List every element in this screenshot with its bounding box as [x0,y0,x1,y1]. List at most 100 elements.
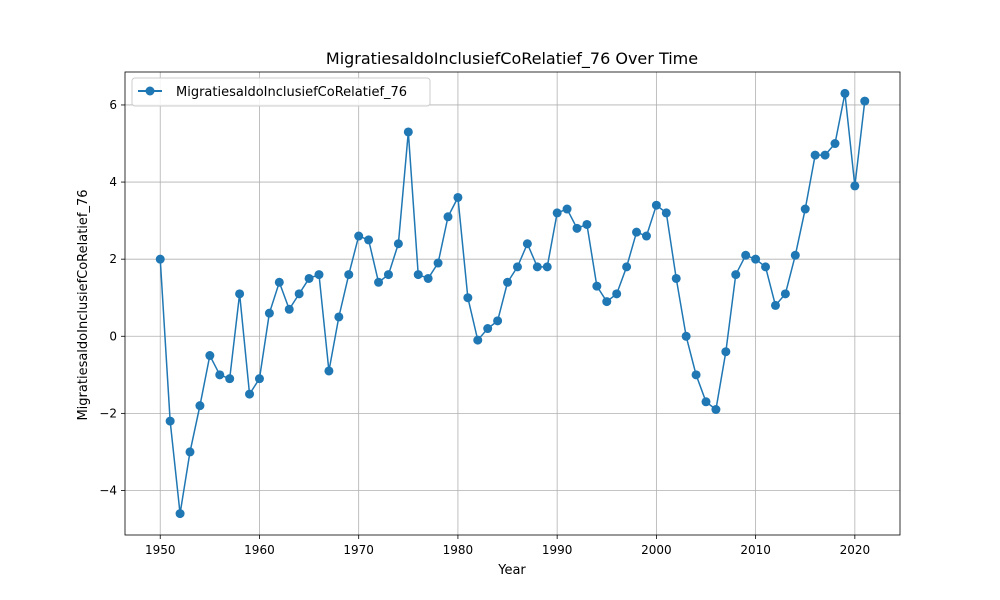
data-point [463,293,473,303]
data-point [284,304,294,314]
data-point [761,262,771,272]
x-axis-ticks: 1950 1960 1970 1980 1990 2000 2010 2020 [145,535,870,557]
series-layer [155,88,870,519]
data-point [364,235,374,245]
data-point [314,270,324,280]
y-axis-label: MigratiesaldoInclusiefCoRelatief_76 [76,189,91,420]
data-point [632,227,642,237]
data-point [612,289,622,299]
data-point [532,262,542,272]
data-point [195,401,205,411]
data-point [443,212,453,222]
data-point [562,204,572,214]
data-point [651,200,661,210]
data-point [741,250,751,260]
data-point [622,262,632,272]
data-point [800,204,810,214]
data-point [691,370,701,380]
x-tick-label: 1990 [542,543,573,557]
y-tick-label: −2 [99,406,117,420]
data-point [731,270,741,280]
data-point [493,316,503,326]
data-point [671,273,681,283]
y-tick-label: 6 [109,98,117,112]
data-point [274,277,284,287]
data-point [264,308,274,318]
x-tick-label: 1970 [343,543,374,557]
data-point [820,150,830,160]
data-point [572,223,582,233]
data-point [165,416,175,426]
data-point [751,254,761,264]
data-point [711,405,721,415]
grid-lines [125,72,900,535]
x-tick-label: 1950 [145,543,176,557]
data-point [860,96,870,106]
data-point [374,277,384,287]
data-point [780,289,790,299]
data-point [661,208,671,218]
x-tick-label: 2000 [641,543,672,557]
data-point [354,231,364,241]
data-point [403,127,413,137]
data-point [324,366,334,376]
data-point [235,289,245,299]
plot-area-border [124,71,901,536]
data-point [582,219,592,229]
x-tick-label: 2020 [840,543,871,557]
data-point [522,239,532,249]
data-point [503,277,513,287]
y-tick-label: 2 [109,252,117,266]
y-tick-label: 4 [109,175,117,189]
data-point [473,335,483,345]
legend-entry-label: MigratiesaldoInclusiefCoRelatief_76 [176,85,407,100]
data-point [681,331,691,341]
data-point [453,192,463,202]
y-axis-ticks: −4 −2 0 2 4 6 [99,98,125,497]
data-point [383,270,393,280]
legend: MigratiesaldoInclusiefCoRelatief_76 [131,77,431,107]
data-point [850,181,860,191]
data-point [205,351,215,361]
chart-title: MigratiesaldoInclusiefCoRelatief_76 Over… [326,49,698,69]
data-point [334,312,344,322]
data-point [701,397,711,407]
data-point [840,88,850,98]
legend-marker-swatch [145,86,155,96]
y-tick-label: 0 [109,329,117,343]
data-point [433,258,443,268]
x-tick-label: 1960 [244,543,275,557]
data-point [393,239,403,249]
data-point [483,324,493,334]
x-axis-label: Year [497,563,526,578]
data-point [304,273,314,283]
data-point [215,370,225,380]
data-point [155,254,165,264]
data-point [294,289,304,299]
data-point [641,231,651,241]
data-point [810,150,820,160]
data-point [254,374,264,384]
data-point [185,447,195,457]
data-point [225,374,235,384]
data-point [344,270,354,280]
data-point [512,262,522,272]
x-tick-label: 2010 [740,543,771,557]
data-point [592,281,602,291]
y-tick-label: −4 [99,483,117,497]
data-point [175,509,185,519]
axes-frame [124,71,901,536]
data-point [770,300,780,310]
x-tick-label: 1980 [443,543,474,557]
data-point [413,270,423,280]
data-point [602,297,612,307]
data-point [830,139,840,149]
data-point [790,250,800,260]
data-point [245,389,255,399]
data-point [552,208,562,218]
data-point [721,347,731,357]
legend-box [131,77,431,107]
data-point [542,262,552,272]
data-point [423,273,433,283]
